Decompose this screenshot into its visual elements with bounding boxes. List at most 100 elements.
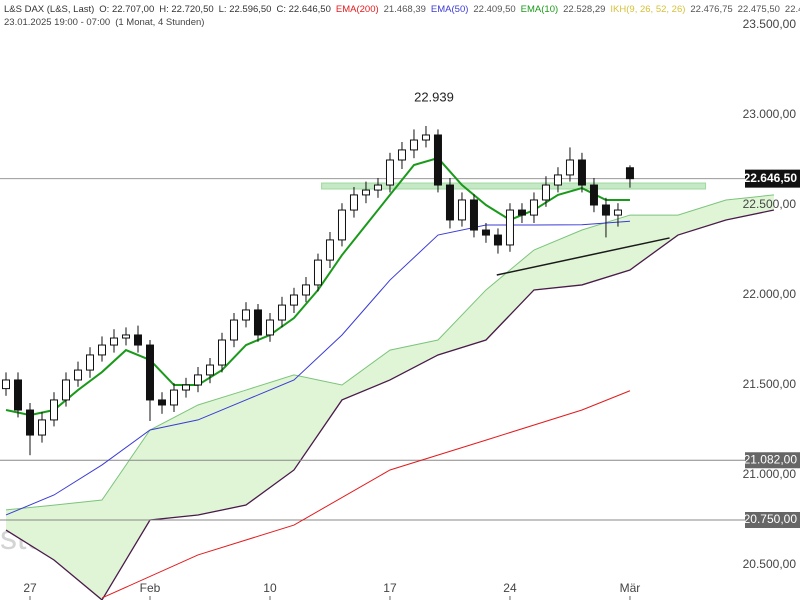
candle-body [505, 209, 514, 246]
y-tick-label: 22.000,00 [743, 287, 797, 301]
y-tick-label: 22.500,00 [743, 197, 797, 211]
y-tick-label: 23.000,00 [743, 107, 797, 121]
candle-body [409, 139, 418, 151]
candle-body [361, 189, 370, 196]
price-label-box [745, 169, 800, 188]
candle-body [1, 379, 10, 390]
candle-body [253, 309, 262, 336]
candle-body [529, 199, 538, 216]
candle-body [337, 209, 346, 241]
candle-body [421, 134, 430, 141]
candle-body [577, 159, 586, 186]
candle-body [469, 199, 478, 231]
ema-line [101, 390, 631, 599]
legend-value: 22.528,29 [563, 4, 606, 15]
candle-body [25, 409, 34, 436]
candle-body [49, 399, 58, 421]
candle-body [325, 239, 334, 261]
legend-name: IKH(9, 26, 52, 26) [610, 4, 686, 15]
candle-body [481, 229, 490, 236]
candle-body [373, 184, 382, 191]
candle-body [349, 194, 358, 211]
candle-body [13, 379, 22, 411]
candle-body [553, 174, 562, 186]
candle-body [157, 399, 166, 406]
cloud-upper-line [5, 194, 775, 511]
candle-body [73, 369, 82, 381]
ohlc-label: L: 22.596,50 [218, 4, 272, 15]
legend-value: 21.468,39 [383, 4, 426, 15]
high-label: 22.939 [414, 89, 454, 104]
candle-body [565, 159, 574, 176]
candle-body [193, 374, 202, 386]
candle-body [589, 184, 598, 206]
period-note: (1 Monat, 4 Stunden) [115, 17, 205, 28]
x-tick-label: 17 [383, 581, 397, 595]
y-tick-label: 20.500,00 [743, 557, 797, 571]
candle-body [217, 339, 226, 366]
trendline [496, 237, 670, 276]
level-label: 20.750,00 [744, 512, 798, 526]
candle-body [241, 309, 250, 321]
chart-header: L&S DAX (L&S, Last) O: 22.707,00 H: 22.720… [4, 3, 800, 29]
header-line: L&S DAX (L&S, Last) O: 22.707,00 H: 22.720… [4, 3, 800, 16]
y-tick-label: 21.000,00 [743, 467, 797, 481]
price-label: 22.646,50 [744, 171, 798, 185]
legend-value: 22.475,50 [737, 4, 780, 15]
candle-body [397, 149, 406, 161]
candle-body [433, 134, 442, 186]
candle-body [277, 304, 286, 321]
cloud-lower-line [5, 209, 775, 600]
candle-body [313, 259, 322, 286]
x-tick-label: 24 [503, 581, 517, 595]
period: 23.01.2025 19:00 - 07:00 [4, 17, 111, 28]
candle-body [109, 337, 118, 346]
candle-body [601, 204, 610, 216]
x-tick-label: Feb [140, 581, 161, 595]
candle-body [145, 344, 154, 401]
candle-body [229, 319, 238, 341]
level-label: 21.082,00 [744, 452, 798, 466]
legend-value: 22.477,63 [784, 4, 800, 15]
candle-body [457, 199, 466, 221]
x-tick-label: Mär [620, 581, 641, 595]
legend-name: EMA(200) [335, 4, 379, 15]
legend-value: 22.409,50 [473, 4, 516, 15]
level-label-box [745, 512, 800, 529]
legend-name: EMA(10) [520, 4, 559, 15]
ohlc-label: C: 22.646,50 [276, 4, 331, 15]
candle-body [133, 334, 142, 346]
legend-name: EMA(50) [430, 4, 469, 15]
legend-value: 22.476,75 [690, 4, 733, 15]
candle-body [301, 284, 310, 296]
candle-body [265, 319, 274, 336]
candle-body [85, 354, 94, 371]
x-tick-label: 10 [263, 581, 277, 595]
candle-body [517, 209, 526, 216]
instrument: L&S DAX (L&S, Last) [4, 4, 95, 15]
x-tick-label: 27 [23, 581, 37, 595]
candle-body [37, 419, 46, 436]
candle-body [289, 294, 298, 306]
candle-body [61, 379, 70, 401]
y-tick-label: 21.500,00 [743, 377, 797, 391]
y-tick-label: 23.500,00 [743, 17, 797, 31]
ohlc-label: O: 22.707,00 [99, 4, 155, 15]
cloud-area [5, 194, 774, 600]
candle-body [169, 389, 178, 406]
ohlc-label: H: 22.720,50 [159, 4, 214, 15]
candle-body [493, 234, 502, 246]
candle-body [541, 184, 550, 201]
header-line: 23.01.2025 19:00 - 07:00 (1 Monat, 4 Stun… [4, 16, 800, 29]
candle-body [181, 384, 190, 391]
candle-body [625, 167, 634, 180]
level-label-box [745, 452, 800, 469]
resistance-zone [321, 182, 707, 190]
candle-body [613, 209, 622, 216]
candle-body [121, 334, 130, 339]
candle-body [205, 364, 214, 376]
ema-line [5, 220, 631, 516]
candle-body [445, 184, 454, 221]
